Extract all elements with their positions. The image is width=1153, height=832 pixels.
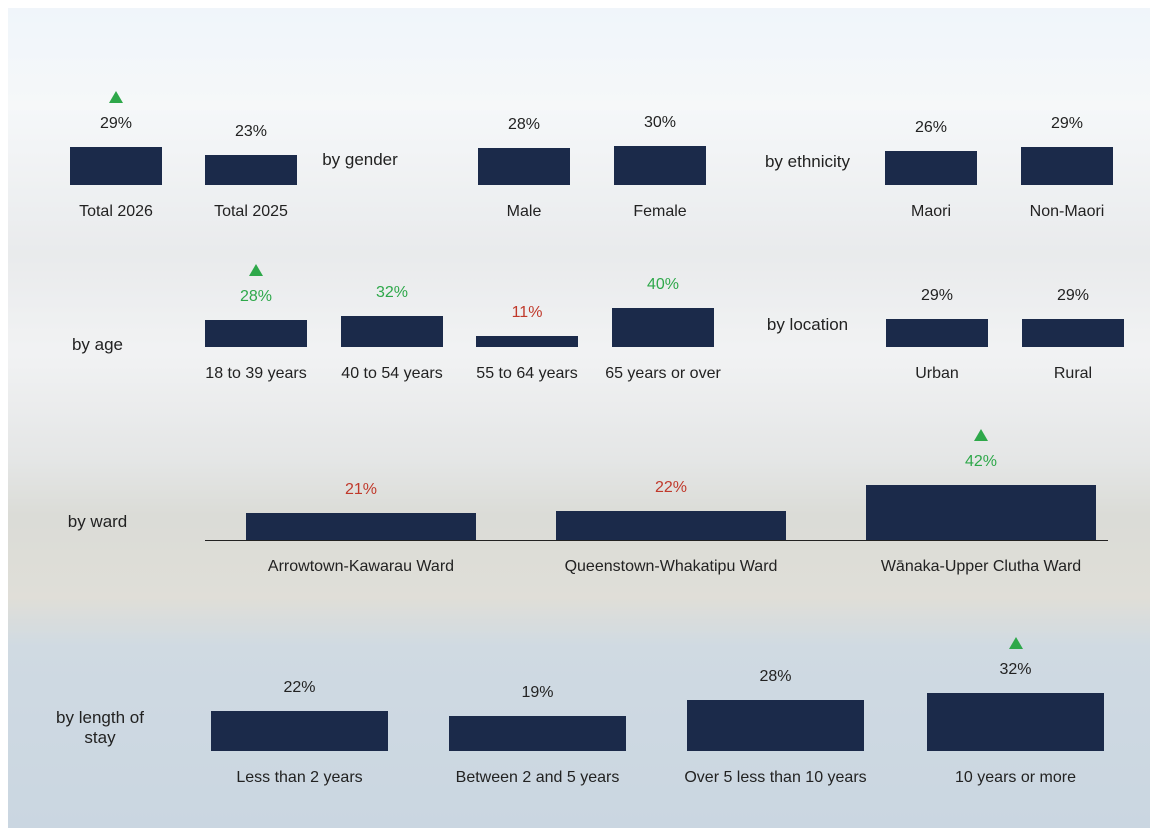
category-label: Between 2 and 5 years bbox=[455, 769, 620, 786]
value-label: 40% bbox=[646, 275, 680, 293]
value-label: 19% bbox=[521, 684, 554, 702]
category-label: 10 years or more bbox=[955, 769, 1076, 786]
group-title: by gender bbox=[322, 150, 398, 169]
bar bbox=[556, 511, 786, 540]
bar bbox=[70, 147, 162, 185]
bar bbox=[614, 145, 706, 185]
up-arrow bbox=[249, 263, 263, 276]
value-label: 21% bbox=[344, 480, 378, 498]
bar bbox=[1022, 319, 1124, 347]
background-veil bbox=[8, 8, 1150, 828]
category-label: Wānaka-Upper Clutha Ward bbox=[880, 558, 1082, 575]
value-label: 26% bbox=[914, 118, 948, 136]
bar bbox=[885, 150, 977, 185]
category-label: Female bbox=[633, 203, 687, 220]
category-label: 40 to 54 years bbox=[341, 365, 443, 382]
bar bbox=[612, 307, 714, 347]
category-label: Rural bbox=[1053, 365, 1093, 382]
value-label: 28% bbox=[507, 116, 541, 134]
category-label: 65 years or over bbox=[605, 365, 721, 382]
group-title: by length of stay bbox=[56, 708, 144, 747]
category-label: Less than 2 years bbox=[236, 769, 363, 786]
value-label: 11% bbox=[511, 304, 543, 322]
category-label: Urban bbox=[915, 365, 959, 382]
category-label: Arrowtown-Kawarau Ward bbox=[267, 558, 455, 575]
category-label: Maori bbox=[910, 203, 951, 220]
value-label: 22% bbox=[654, 479, 688, 497]
value-label: 29% bbox=[99, 115, 133, 132]
value-label: 28% bbox=[239, 287, 273, 305]
group-title: by location bbox=[766, 315, 849, 334]
category-label: 18 to 39 years bbox=[205, 365, 307, 382]
category-label: Non-Maori bbox=[1029, 203, 1105, 220]
category-label: Total 2026 bbox=[79, 203, 153, 220]
value-label: 23% bbox=[234, 122, 268, 140]
category-label: Male bbox=[506, 203, 542, 220]
up-arrow bbox=[974, 429, 988, 442]
value-label: 42% bbox=[964, 453, 998, 471]
bar bbox=[478, 148, 570, 185]
value-label: 30% bbox=[643, 113, 677, 131]
axis-line bbox=[205, 540, 1108, 541]
value-label: 22% bbox=[283, 678, 316, 696]
up-arrow bbox=[109, 91, 123, 103]
group-title: by age bbox=[71, 335, 124, 354]
bar bbox=[1021, 147, 1113, 185]
value-label: 32% bbox=[375, 283, 409, 301]
infographic: 29% Total 2026 23% Total 2025 by gender 28% Ma… bbox=[8, 8, 1150, 828]
bar bbox=[341, 315, 443, 347]
category-label: Queenstown-Whakatipu Ward bbox=[564, 558, 778, 575]
value-label: 32% bbox=[999, 660, 1032, 678]
value-label: 29% bbox=[1056, 287, 1090, 305]
bar bbox=[246, 512, 476, 540]
bar bbox=[866, 485, 1096, 540]
bar bbox=[476, 336, 578, 347]
value-label: 29% bbox=[920, 287, 954, 305]
value-label: 29% bbox=[1050, 115, 1084, 132]
group-title: by ethnicity bbox=[764, 152, 851, 171]
category-label: Over 5 less than 10 years bbox=[684, 769, 867, 786]
bar bbox=[211, 710, 388, 751]
bar bbox=[687, 700, 864, 751]
group-title: by ward bbox=[67, 512, 128, 531]
bar bbox=[205, 319, 307, 347]
category-label: 55 to 64 years bbox=[476, 365, 578, 382]
bar bbox=[205, 154, 297, 185]
up-arrow bbox=[1008, 636, 1023, 649]
bar bbox=[449, 716, 626, 751]
bar bbox=[927, 692, 1104, 751]
category-label: Total 2025 bbox=[214, 203, 288, 220]
value-label: 28% bbox=[759, 668, 792, 686]
bar bbox=[886, 319, 988, 347]
